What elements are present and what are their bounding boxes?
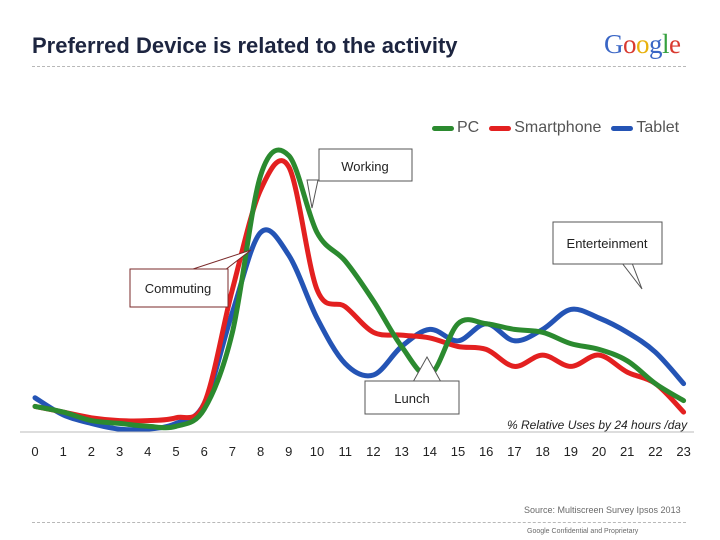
legend-label-pc: PC: [457, 119, 480, 136]
x-tick-label: 17: [507, 444, 521, 459]
x-tick-label: 20: [592, 444, 606, 459]
legend-swatch-pc: [432, 125, 454, 131]
series-line-smartphone: [32, 158, 687, 424]
callout-commuting-box: [129, 268, 229, 308]
callout-commuting-label: Commuting: [145, 281, 211, 296]
x-tick-label: 7: [229, 444, 236, 459]
x-tick-label: 12: [366, 444, 380, 459]
header-divider: [32, 66, 686, 67]
x-tick-label: 9: [285, 444, 292, 459]
x-tick-label: 19: [564, 444, 578, 459]
callout-entertainment: Enterteinment: [552, 221, 663, 290]
logo-letter: G: [604, 29, 624, 59]
x-tick-label: 5: [172, 444, 179, 459]
x-tick-label: 15: [451, 444, 465, 459]
callout-commuting: Commuting: [129, 249, 252, 308]
x-tick-label: 8: [257, 444, 264, 459]
logo-letter: o: [623, 29, 637, 59]
callout-entertainment-box: [552, 221, 663, 265]
x-tick-label: 16: [479, 444, 493, 459]
legend-item-smartphone: Smartphone: [489, 119, 601, 137]
x-tick-label: 11: [338, 444, 352, 459]
callout-lunch-box: [364, 380, 460, 415]
logo-letter: l: [662, 29, 670, 59]
x-tick-label: 0: [31, 444, 38, 459]
callout-working: Working: [306, 148, 413, 209]
x-tick-label: 22: [648, 444, 662, 459]
x-tick-label: 18: [535, 444, 549, 459]
series-lines: [32, 147, 687, 433]
callout-entertainment-pointer: [620, 262, 643, 290]
google-logo: Google: [604, 29, 681, 60]
series-line-pc: [32, 147, 687, 431]
x-axis-label: % Relative Uses by 24 hours /day: [507, 418, 688, 432]
legend-swatch-tablet: [611, 125, 634, 131]
legend-item-pc: PC: [432, 119, 479, 137]
series-line-tablet: [32, 227, 687, 433]
callout-working-box: [318, 148, 413, 182]
confidential-note: Google Confidential and Proprietary: [527, 528, 639, 535]
callout-entertainment-label: Enterteinment: [567, 236, 648, 251]
legend-swatch-smartphone: [489, 125, 512, 131]
source-note: Source: Multiscreen Survey Ipsos 2013: [524, 505, 681, 515]
callouts: Working Enterteinment Commuting Lunch: [129, 148, 663, 415]
x-tick-label: 21: [620, 444, 634, 459]
x-tick-label: 3: [116, 444, 123, 459]
footer-divider: [32, 522, 686, 523]
x-tick-labels: 0 1 2 3 4 5 6 7 8 9 10 11 12 13 14 15 16 17 18 19 20 21 22 23: [31, 444, 690, 459]
page-title: Preferred Device is related to the activ…: [32, 33, 458, 58]
x-tick-label: 14: [423, 444, 437, 459]
chart-legend: PC Smartphone Tablet: [432, 119, 689, 137]
callout-lunch: Lunch: [364, 355, 460, 415]
logo-letter: e: [669, 29, 681, 59]
legend-item-tablet: Tablet: [611, 119, 679, 137]
x-tick-label: 23: [676, 444, 690, 459]
callout-lunch-label: Lunch: [394, 391, 429, 406]
callout-working-label: Working: [341, 159, 388, 174]
logo-letter: g: [649, 29, 663, 59]
legend-label-tablet: Tablet: [636, 119, 680, 136]
x-tick-label: 4: [144, 444, 151, 459]
callout-working-pointer: [306, 179, 319, 209]
logo-letter: o: [636, 29, 650, 59]
x-tick-label: 2: [88, 444, 95, 459]
x-tick-label: 13: [394, 444, 408, 459]
legend-label-smartphone: Smartphone: [514, 119, 602, 136]
x-tick-label: 1: [60, 444, 67, 459]
x-tick-label: 6: [201, 444, 208, 459]
x-tick-label: 10: [310, 444, 324, 459]
